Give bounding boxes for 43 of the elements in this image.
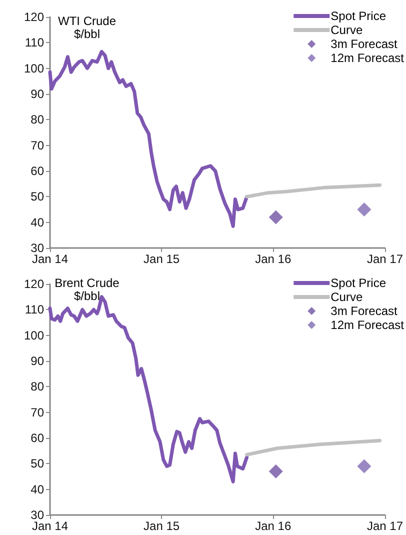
- y-tick-label: 60: [30, 164, 44, 178]
- y-tick-label: 110: [24, 36, 44, 50]
- line-series: [245, 183, 382, 198]
- legend-label: 12m Forecast: [330, 318, 405, 332]
- y-tick-label: 40: [30, 482, 44, 496]
- y-tick-label: 30: [30, 508, 44, 522]
- y-tick-label: 100: [24, 61, 44, 76]
- x-tick-label: Jan 16: [255, 519, 292, 533]
- y-tick-label: 40: [30, 215, 44, 230]
- y-tick-label: 90: [30, 87, 44, 101]
- x-tick-label: Jan 16: [255, 252, 292, 266]
- y-tick-label: 90: [30, 354, 44, 368]
- y-tick-label: 30: [30, 241, 44, 255]
- y-tick-label: 70: [30, 138, 44, 152]
- legend-label: Spot Price: [330, 276, 386, 290]
- y-tick-label: 120: [24, 277, 44, 291]
- y-tick-label: 120: [24, 10, 44, 24]
- chart-title: WTI Crude: [58, 14, 116, 28]
- legend-label: 12m Forecast: [330, 51, 405, 65]
- legend-label: Curve: [330, 290, 363, 304]
- y-tick-label: 80: [30, 380, 44, 394]
- y-tick-label: 50: [30, 190, 44, 204]
- legend-label: Curve: [330, 23, 363, 37]
- legend-label: 3m Forecast: [330, 304, 398, 318]
- legend-label: 3m Forecast: [330, 37, 398, 51]
- y-tick-label: 110: [24, 302, 44, 317]
- y-tick-label: 100: [24, 328, 44, 342]
- chart-subtitle: $/bbl: [74, 289, 100, 303]
- chart-title: Brent Crude: [54, 276, 120, 290]
- y-tick-label: 80: [30, 112, 44, 127]
- line-series: [48, 50, 249, 228]
- x-tick-label: Jan 17: [366, 252, 404, 266]
- y-tick-label: 50: [30, 456, 44, 471]
- y-tick-label: 60: [30, 431, 44, 445]
- x-tick-label: Jan 14: [32, 519, 68, 533]
- x-tick-label: Jan 15: [144, 519, 180, 533]
- text: $/bbl: [74, 27, 100, 41]
- y-tick-label: 70: [30, 405, 44, 420]
- x-tick-label: Jan 14: [32, 252, 68, 266]
- x-tick-label: Jan 17: [366, 519, 404, 533]
- line-series: [245, 438, 382, 456]
- x-tick-label: Jan 15: [144, 252, 180, 266]
- legend-label: Spot Price: [330, 9, 386, 23]
